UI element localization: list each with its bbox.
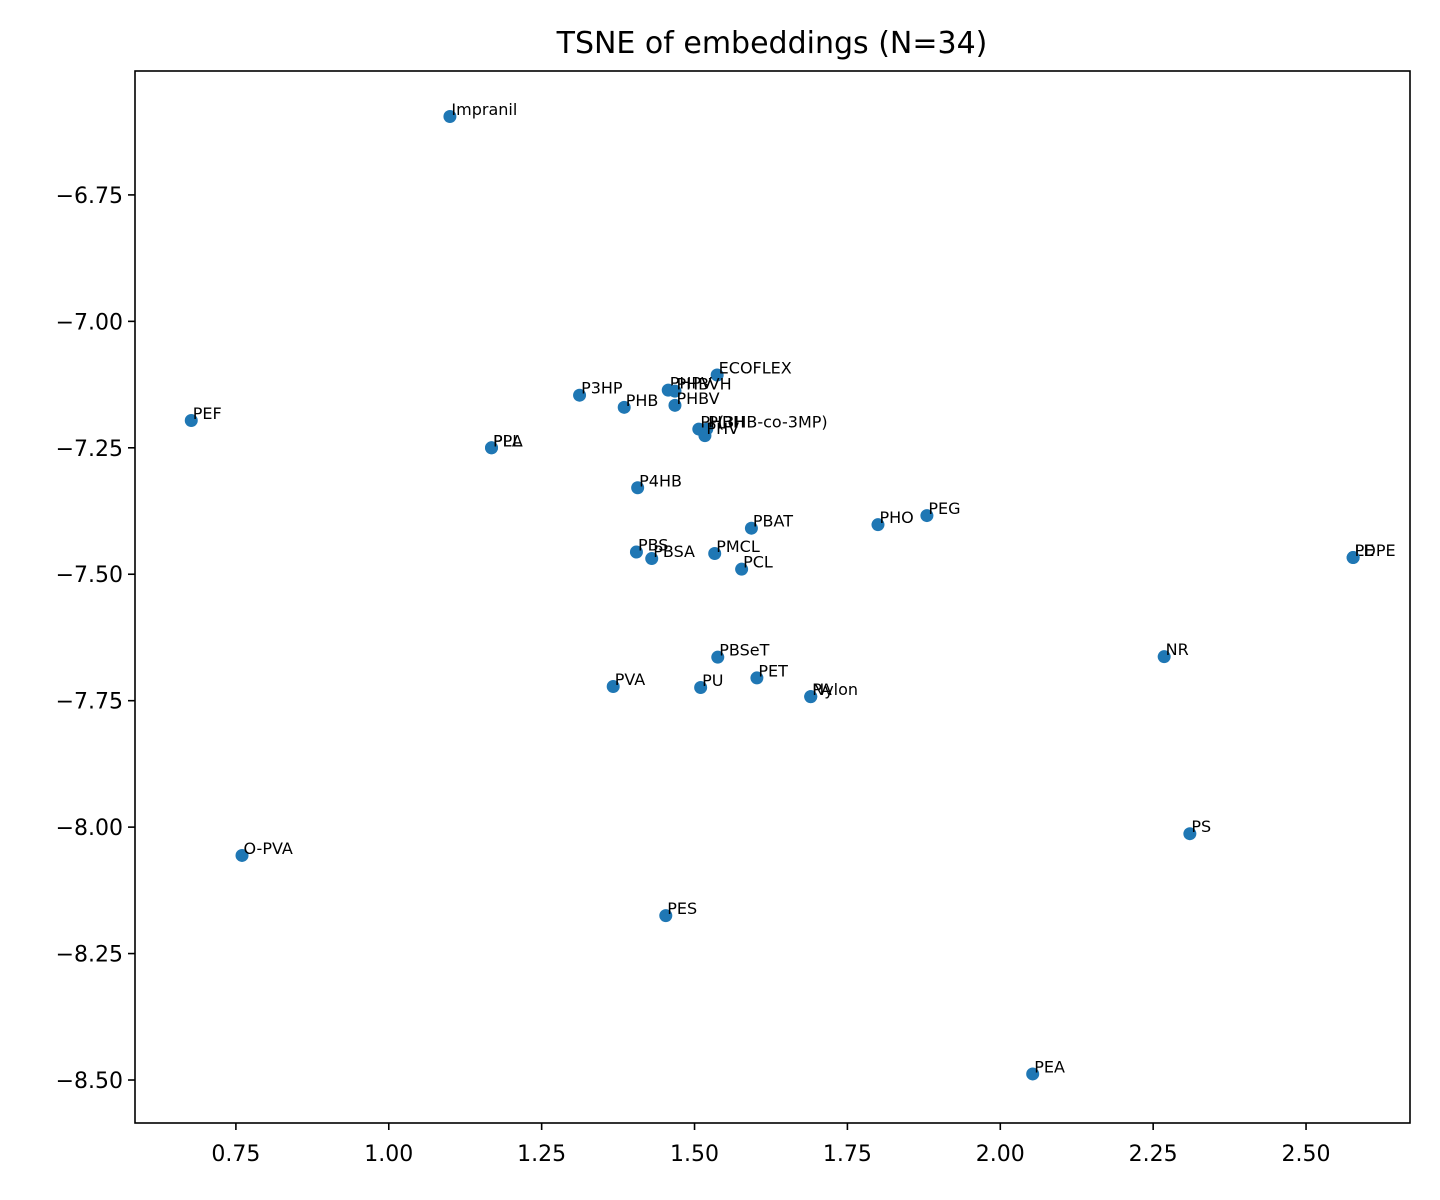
data-point bbox=[617, 400, 631, 414]
point-label: PVA bbox=[615, 670, 646, 689]
data-point bbox=[573, 388, 587, 402]
point-label: PMCL bbox=[716, 537, 760, 556]
x-tick-label: 1.25 bbox=[517, 1142, 566, 1167]
data-point bbox=[659, 909, 673, 923]
point-label: PS bbox=[1191, 817, 1211, 836]
point-label: PEG bbox=[928, 499, 960, 518]
data-point bbox=[1026, 1067, 1040, 1081]
x-tick-label: 1.75 bbox=[823, 1142, 872, 1167]
x-axis: 0.75 1.00 1.25 1.50 1.75 2.00 2.25 2.50 bbox=[211, 1123, 1331, 1167]
y-tick-label: −7.75 bbox=[56, 690, 123, 715]
data-point bbox=[1157, 650, 1171, 664]
x-tick-label: 2.25 bbox=[1129, 1142, 1178, 1167]
point-label: PEF bbox=[193, 404, 222, 423]
data-point bbox=[629, 545, 643, 559]
data-point bbox=[1346, 551, 1360, 565]
point-label: PHV bbox=[706, 419, 739, 438]
data-point bbox=[645, 552, 659, 566]
point-label: NR bbox=[1166, 640, 1189, 659]
point-label: PBSA bbox=[653, 542, 695, 561]
point-label: PBSeT bbox=[719, 641, 769, 660]
data-point bbox=[668, 398, 682, 412]
y-tick-label: −7.00 bbox=[56, 310, 123, 335]
x-tick-label: 1.00 bbox=[364, 1142, 413, 1167]
data-point bbox=[235, 848, 249, 862]
point-label: PCL bbox=[743, 553, 773, 572]
data-point bbox=[443, 110, 457, 124]
point-label: Impranil bbox=[451, 100, 517, 119]
point-label: LDPE bbox=[1355, 541, 1396, 560]
point-label: PLA bbox=[493, 431, 523, 450]
x-tick-label: 1.50 bbox=[670, 1142, 719, 1167]
point-label: P4HB bbox=[639, 471, 682, 490]
x-tick-label: 0.75 bbox=[211, 1142, 260, 1167]
point-label: PHBVH bbox=[676, 375, 731, 394]
y-axis: −6.75 −7.00 −7.25 −7.50 −7.75 −8.00 −8.25 −8.50 bbox=[56, 184, 135, 1094]
point-label: O-PVA bbox=[244, 839, 293, 858]
data-point bbox=[708, 547, 722, 561]
point-label: PHB bbox=[626, 391, 659, 410]
point-label: PET bbox=[758, 661, 788, 680]
data-point bbox=[711, 650, 725, 664]
point-label: P(3HB-co-3MP) bbox=[708, 413, 827, 432]
y-tick-label: −8.00 bbox=[56, 816, 123, 841]
y-tick-label: −7.50 bbox=[56, 563, 123, 588]
point-label: PE bbox=[1355, 541, 1375, 560]
point-label: PEA bbox=[1034, 1057, 1065, 1076]
data-point bbox=[184, 413, 198, 427]
point-label: PHBV bbox=[676, 389, 719, 408]
data-point bbox=[744, 521, 758, 535]
y-tick-label: −8.25 bbox=[56, 943, 123, 968]
point-label: PHBH bbox=[700, 413, 745, 432]
data-point bbox=[698, 429, 712, 443]
axes-frame bbox=[134, 70, 1411, 1124]
point-label: PES bbox=[667, 899, 697, 918]
y-tick-label: −6.75 bbox=[56, 184, 123, 209]
data-point bbox=[871, 518, 885, 532]
data-point bbox=[485, 441, 499, 455]
chart-title: TSNE of embeddings (N=34) bbox=[556, 26, 988, 61]
x-tick-label: 2.50 bbox=[1282, 1142, 1331, 1167]
point-label: PBS bbox=[638, 535, 669, 554]
point-label: P3HP bbox=[581, 379, 623, 398]
point-label: PA bbox=[812, 680, 832, 699]
data-point bbox=[1183, 827, 1197, 841]
point-label: PPL bbox=[493, 431, 521, 450]
data-point bbox=[668, 384, 682, 398]
data-point bbox=[804, 690, 818, 704]
point-label: PU bbox=[702, 671, 723, 690]
point-label: Nylon bbox=[812, 680, 858, 699]
point-label: ECOFLEX bbox=[719, 358, 792, 377]
data-point bbox=[750, 671, 764, 685]
y-tick-label: −7.25 bbox=[56, 437, 123, 462]
x-tick-label: 2.00 bbox=[976, 1142, 1025, 1167]
data-point bbox=[735, 562, 749, 576]
point-label: PBAT bbox=[753, 512, 793, 531]
data-point bbox=[920, 509, 934, 523]
data-point bbox=[631, 481, 645, 495]
data-point bbox=[606, 680, 620, 694]
y-tick-label: −8.50 bbox=[56, 1069, 123, 1094]
point-label: PHO bbox=[879, 508, 913, 527]
data-point bbox=[710, 368, 724, 382]
data-point bbox=[694, 681, 708, 695]
